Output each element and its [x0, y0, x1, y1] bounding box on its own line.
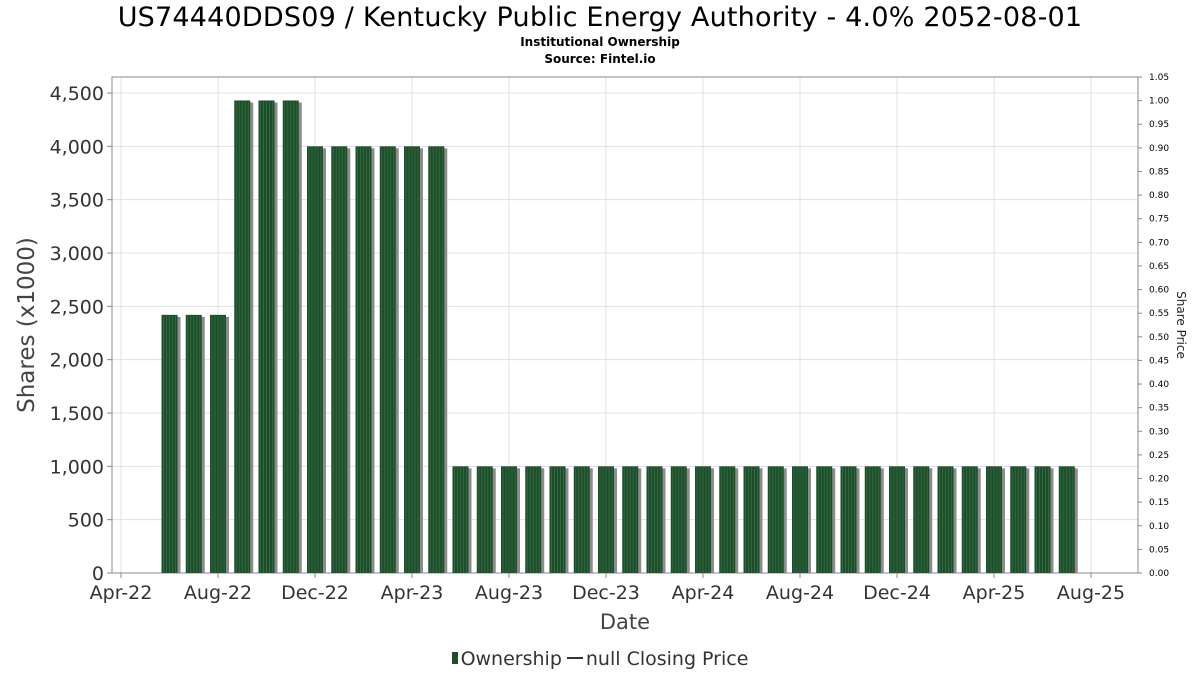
y-tick-label: 2,500: [50, 296, 104, 318]
x-axis: Apr-22 Aug-22 Dec-22 Apr-23 Aug-23 Dec-23 Apr-…: [90, 573, 1125, 604]
y2-tick-label: 0.00: [1149, 569, 1169, 579]
y2-tick-label: 0.85: [1149, 167, 1169, 177]
ownership-bar: [379, 146, 399, 574]
ownership-bar: [598, 466, 617, 573]
ownership-legend-label: Ownership: [460, 648, 562, 670]
x-tick-label: Apr-22: [90, 582, 153, 604]
ownership-bar: [452, 466, 472, 573]
y-tick-label: 4,000: [50, 136, 104, 158]
ownership-bar: [864, 466, 884, 573]
ownership-bar: [695, 466, 714, 573]
price-legend-label: null Closing Price: [585, 648, 749, 670]
ownership-bar: [1010, 466, 1030, 573]
ownership-bar: [1058, 466, 1078, 573]
price-legend-line: [566, 657, 583, 659]
y-tick-label: 2,000: [50, 350, 104, 372]
y2-axis: 0.00 0.05 0.10 0.15 0.20 0.25 0.30 0.35 0.40 0.45…: [1138, 73, 1169, 579]
ownership-bar: [840, 466, 860, 573]
x-tick-label: Aug-24: [766, 582, 834, 604]
ownership-bar: [525, 466, 545, 573]
ownership-bar: [1034, 466, 1054, 573]
ownership-bar: [355, 146, 375, 574]
y2-tick-label: 0.35: [1149, 404, 1169, 414]
y2-tick-label: 0.90: [1149, 144, 1169, 154]
y2-tick-label: 0.50: [1149, 333, 1169, 343]
y-tick-label: 3,500: [50, 190, 104, 212]
chart-title: US74440DDS09 / Kentucky Public Energy Au…: [117, 2, 1083, 33]
y-tick-label: 1,500: [50, 403, 104, 425]
y2-tick-label: 0.40: [1149, 380, 1169, 390]
y-tick-label: 4,500: [50, 83, 104, 105]
y-tick-label: 3,000: [50, 243, 104, 265]
ownership-bar: [937, 466, 957, 573]
ownership-bar: [307, 146, 326, 574]
y-tick-label: 500: [68, 510, 104, 532]
ownership-bar: [404, 146, 423, 574]
ownership-bar: [185, 314, 205, 573]
ownership-bar: [622, 466, 642, 573]
y2-tick-label: 1.00: [1149, 97, 1169, 107]
y2-tick-label: 0.55: [1149, 309, 1169, 319]
ownership-bar: [646, 466, 666, 573]
ownership-bar: [767, 466, 787, 573]
x-tick-label: Aug-25: [1057, 582, 1125, 604]
x-tick-label: Dec-22: [281, 582, 349, 604]
ownership-bar: [476, 466, 496, 573]
ownership-bar: [792, 466, 811, 573]
y2-tick-label: 0.45: [1149, 356, 1169, 366]
ownership-legend-swatch: [451, 652, 458, 664]
x-tick-label: Dec-24: [863, 582, 931, 604]
y2-tick-label: 0.60: [1149, 286, 1169, 296]
y2-tick-label: 0.10: [1149, 522, 1169, 532]
ownership-bar: [961, 466, 981, 573]
ownership-bar: [234, 100, 254, 573]
y2-axis-label: Share Price: [1174, 291, 1188, 359]
x-tick-label: Aug-22: [184, 582, 252, 604]
y-axis: 0 500 1,000 1,500 2,000 2,500 3,000 3,500 4,000 4…: [50, 83, 112, 585]
ownership-bar: [719, 466, 739, 573]
ownership-bar: [743, 466, 763, 573]
x-axis-label: Date: [600, 610, 650, 634]
y2-tick-label: 0.30: [1149, 427, 1169, 437]
ownership-bar: [210, 314, 229, 573]
chart-legend: Ownership null Closing Price: [0, 648, 1200, 670]
x-tick-label: Apr-25: [963, 582, 1026, 604]
y2-tick-label: 0.65: [1149, 262, 1169, 272]
chart-subtitle: Institutional Ownership: [520, 35, 680, 49]
y2-tick-label: 0.20: [1149, 475, 1169, 485]
y2-tick-label: 0.05: [1149, 545, 1169, 555]
ownership-bar: [428, 146, 448, 574]
x-tick-label: Aug-23: [475, 582, 543, 604]
y2-tick-label: 0.75: [1149, 215, 1169, 225]
y2-tick-label: 0.25: [1149, 451, 1169, 461]
y-tick-label: 1,000: [50, 456, 104, 478]
x-tick-label: Apr-24: [672, 582, 735, 604]
ownership-bar: [501, 466, 520, 573]
y2-tick-label: 0.70: [1149, 238, 1169, 248]
ownership-bar: [986, 466, 1005, 573]
y-axis-label: Shares (x1000): [14, 237, 40, 413]
ownership-bar: [549, 466, 569, 573]
ownership-bar: [913, 466, 933, 573]
ownership-bar: [816, 466, 836, 573]
x-tick-label: Dec-23: [572, 582, 640, 604]
y2-tick-label: 0.80: [1149, 191, 1169, 201]
ownership-bar: [282, 100, 302, 573]
bars: [161, 100, 1078, 574]
y2-tick-label: 0.15: [1149, 498, 1169, 508]
ownership-bar: [258, 100, 278, 573]
ownership-bar: [670, 466, 690, 573]
ownership-bar: [161, 314, 181, 573]
y-tick-label: 0: [92, 563, 104, 585]
ownership-bar: [889, 466, 908, 573]
x-tick-label: Apr-23: [381, 582, 444, 604]
chart-source: Source: Fintel.io: [544, 52, 656, 66]
y2-tick-label: 1.05: [1149, 73, 1169, 83]
ownership-bar: [331, 146, 351, 574]
ownership-bar: [573, 466, 593, 573]
y2-tick-label: 0.95: [1149, 120, 1169, 130]
